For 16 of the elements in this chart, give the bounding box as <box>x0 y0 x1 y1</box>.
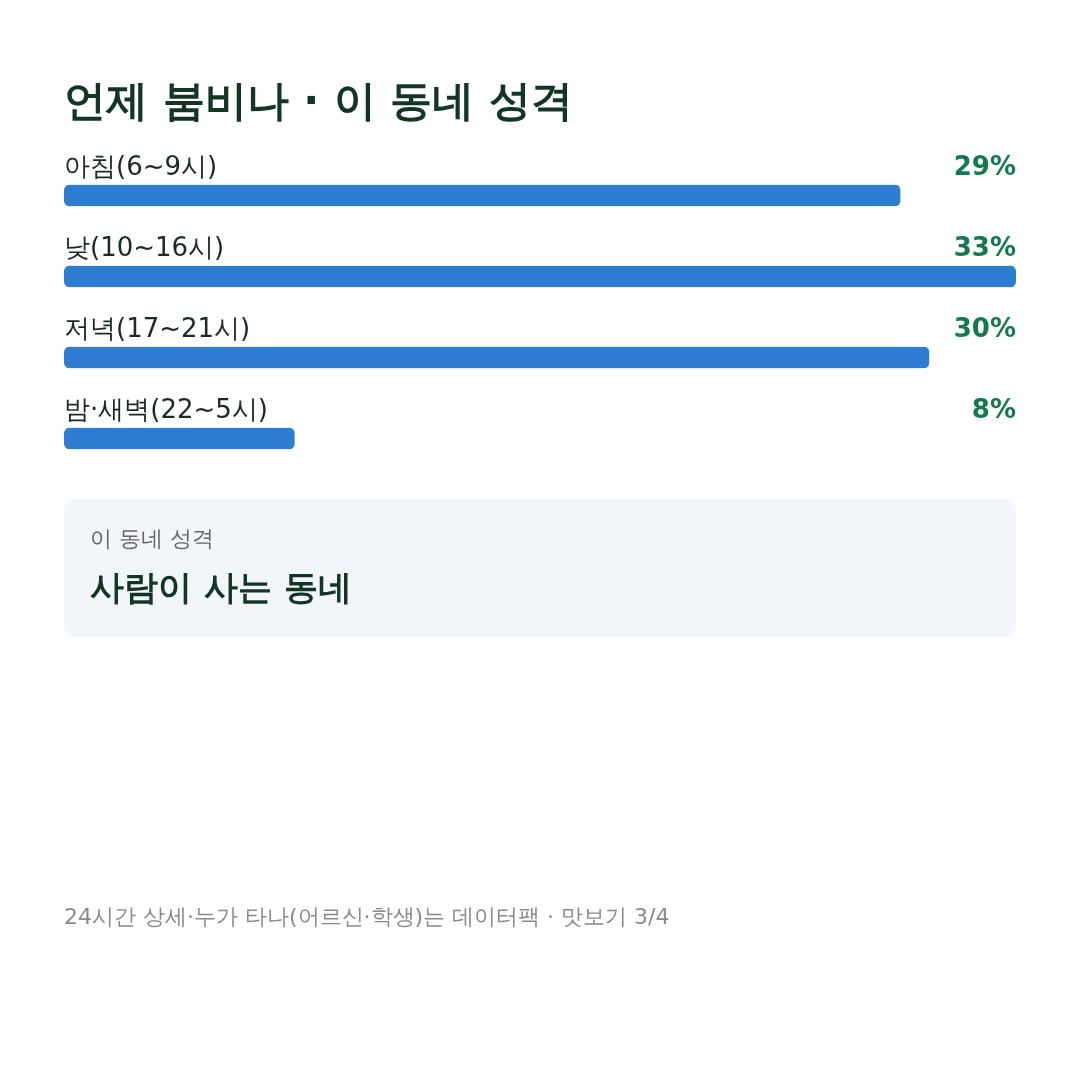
data-label: 8% <box>971 393 1016 424</box>
bar <box>64 346 930 369</box>
y-tick-label: 밤·새벽(22~5시) <box>64 393 268 424</box>
data-label: 33% <box>953 231 1016 262</box>
bar <box>64 427 295 450</box>
text: 이 동네 성격 <box>90 526 214 551</box>
text: 사람이 사는 동네 <box>90 567 352 607</box>
y-tick-label: 낮(10~16시) <box>64 231 225 262</box>
text: 24시간 상세·누가 타나(어르신·학생)는 데이터팩 · 맛보기 3/4 <box>64 904 670 929</box>
data-label: 29% <box>953 150 1016 181</box>
bar <box>64 184 901 207</box>
chart-title: 언제 붐비나 · 이 동네 성격 <box>64 75 574 125</box>
y-tick-label: 아침(6~9시) <box>64 150 218 181</box>
bar <box>64 265 1016 288</box>
data-label: 30% <box>953 312 1016 343</box>
y-tick-label: 저녁(17~21시) <box>64 312 251 343</box>
